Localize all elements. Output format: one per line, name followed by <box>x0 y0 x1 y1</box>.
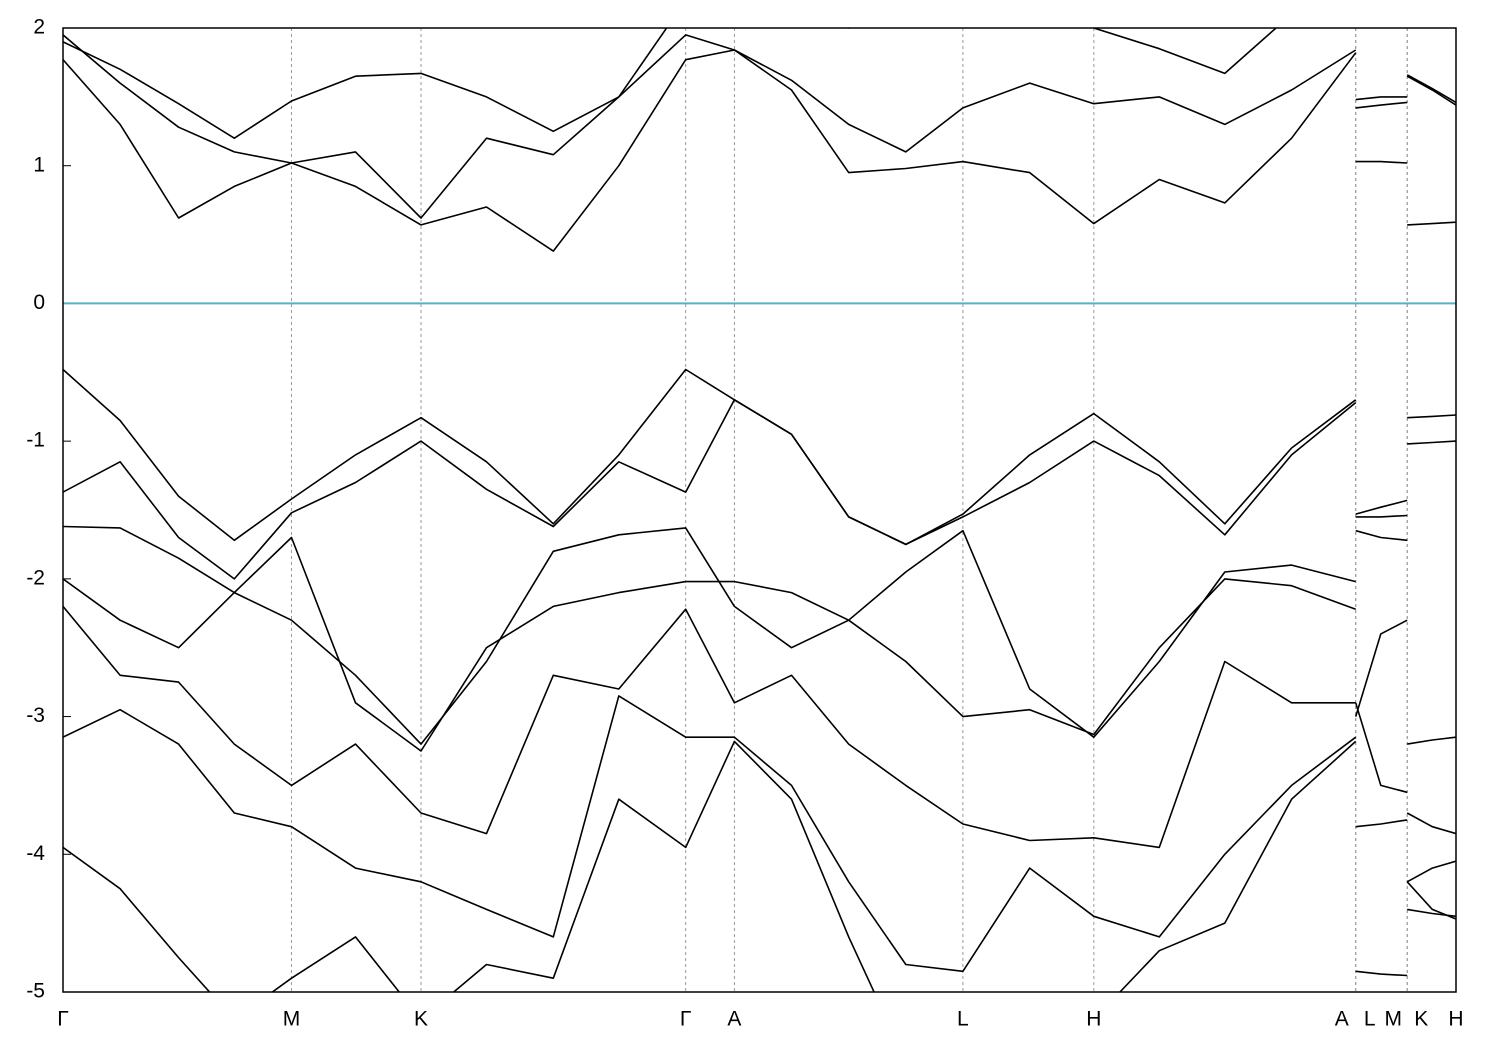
x-tick-label: M <box>283 1008 301 1031</box>
y-tick-label: -2 <box>26 566 45 589</box>
x-tick-label: Γ <box>57 1008 69 1031</box>
x-tick-label: K <box>1414 1008 1428 1031</box>
x-tick-label: K <box>414 1008 428 1031</box>
bands <box>63 28 1456 992</box>
band-line <box>63 605 1456 883</box>
band-line <box>63 702 1456 992</box>
x-tick-label: Γ <box>680 1008 692 1031</box>
grid <box>63 27 1456 993</box>
x-tick-label: H <box>1448 1008 1463 1031</box>
y-tick-label: 1 <box>33 153 45 176</box>
x-tick-label: H <box>1086 1008 1101 1031</box>
tick-labels: 210-1-2-3-4-5Γ M K Γ A L H A L M K H <box>26 16 1463 1031</box>
band-line <box>63 28 1456 139</box>
x-tick-label: M <box>1384 1008 1402 1031</box>
x-tick-label: A <box>727 1008 741 1031</box>
band-line <box>63 399 1456 580</box>
y-tick-label: 0 <box>33 291 45 314</box>
y-tick-label: 2 <box>33 16 45 39</box>
x-tick-label: L <box>957 1008 969 1031</box>
y-tick-label: -1 <box>26 429 45 452</box>
plot-frame <box>62 27 1457 993</box>
y-tick-label: -4 <box>26 842 45 865</box>
band-line <box>63 34 1456 219</box>
y-tick-label: -3 <box>26 704 45 727</box>
x-tick-label: A <box>1335 1008 1349 1031</box>
band-line <box>63 49 1456 252</box>
band-line <box>63 536 1456 835</box>
band-line <box>63 368 1456 546</box>
y-tick-label: -5 <box>26 980 45 1003</box>
x-tick-label: L <box>1364 1008 1376 1031</box>
band-line <box>63 525 1456 745</box>
